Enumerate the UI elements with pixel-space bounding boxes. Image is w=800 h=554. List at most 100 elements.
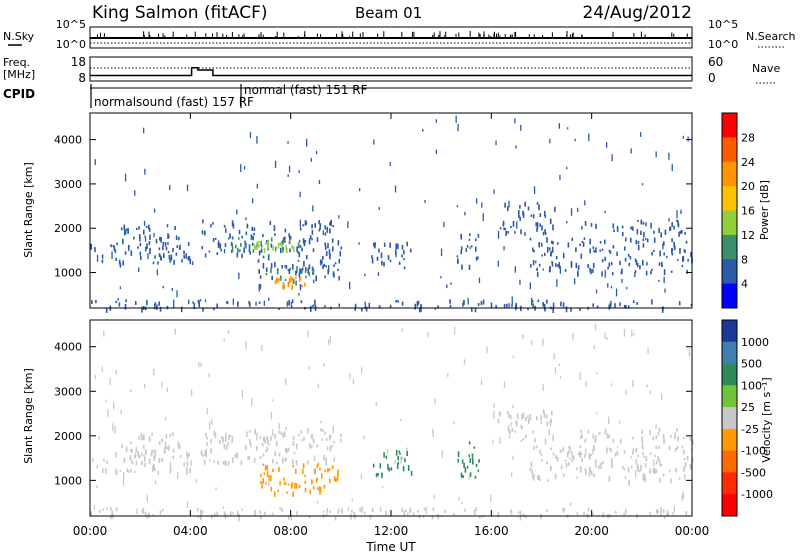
noise-cell bbox=[112, 423, 114, 432]
noise-cell bbox=[556, 279, 558, 287]
scatter-cell bbox=[417, 509, 419, 513]
scatter-cell bbox=[316, 464, 319, 469]
scatter-cell bbox=[338, 276, 340, 281]
scatter-cell bbox=[289, 248, 291, 253]
noise-cell bbox=[96, 254, 99, 262]
scatter-cell bbox=[295, 280, 297, 286]
scatter-cell bbox=[403, 511, 406, 516]
noise-cell bbox=[136, 508, 138, 515]
scatter-cell bbox=[682, 449, 685, 455]
scatter-cell bbox=[292, 464, 294, 468]
scatter-cell bbox=[514, 231, 516, 234]
scatter-cell bbox=[541, 459, 543, 462]
noise-cell bbox=[661, 393, 663, 401]
scatter-cell bbox=[364, 511, 366, 515]
scatter-cell bbox=[279, 481, 281, 486]
scatter-cell bbox=[121, 444, 123, 448]
noise-cell bbox=[236, 209, 238, 215]
scatter-cell bbox=[525, 417, 527, 422]
scatter-cell bbox=[669, 226, 672, 231]
noise-cell bbox=[604, 332, 606, 339]
noise-cell bbox=[328, 265, 330, 272]
scatter-cell bbox=[449, 299, 451, 304]
scatter-cell bbox=[251, 226, 254, 231]
scatter-cell bbox=[505, 230, 507, 236]
noise-cell bbox=[320, 420, 322, 424]
scatter-cell bbox=[385, 510, 387, 516]
colorbar-segment bbox=[722, 407, 737, 430]
scatter-cell bbox=[208, 250, 211, 253]
scatter-cell bbox=[225, 228, 227, 233]
scatter-cell bbox=[385, 455, 388, 459]
scatter-cell bbox=[581, 433, 583, 439]
scatter-cell bbox=[280, 276, 282, 281]
noise-cell bbox=[389, 162, 391, 167]
scatter-cell bbox=[256, 247, 258, 250]
noise-cell bbox=[252, 198, 254, 204]
scatter-cell bbox=[201, 230, 204, 235]
scatter-cell bbox=[657, 431, 659, 436]
scatter-cell bbox=[265, 272, 268, 276]
noise-cell bbox=[434, 398, 436, 405]
scatter-cell bbox=[673, 225, 675, 230]
scatter-cell bbox=[604, 428, 607, 435]
noise-cell bbox=[261, 345, 263, 352]
scatter-cell bbox=[261, 484, 263, 489]
noise-cell bbox=[604, 210, 606, 214]
noise-cell bbox=[611, 154, 613, 162]
scatter-cell bbox=[172, 455, 174, 460]
scatter-cell bbox=[301, 247, 303, 252]
scatter-cell bbox=[650, 270, 652, 275]
power-panel-frame bbox=[89, 112, 693, 309]
scatter-cell bbox=[219, 243, 222, 249]
scatter-cell bbox=[560, 301, 562, 307]
scatter-cell bbox=[285, 245, 287, 251]
scatter-cell bbox=[628, 479, 630, 486]
scatter-cell bbox=[623, 450, 626, 454]
scatter-cell bbox=[175, 235, 178, 240]
noise-cell bbox=[186, 501, 189, 509]
scatter-cell bbox=[287, 281, 290, 288]
scatter-cell bbox=[432, 507, 435, 512]
scatter-cell bbox=[621, 231, 624, 237]
scatter-cell bbox=[266, 466, 269, 470]
noise-cell bbox=[310, 157, 312, 162]
cpid-mode-2: normal (fast) 151 RF bbox=[244, 83, 368, 97]
scatter-cell bbox=[594, 435, 597, 439]
noise-cell bbox=[169, 462, 171, 467]
scatter-cell bbox=[663, 438, 665, 444]
scatter-cell bbox=[102, 468, 104, 473]
noise-cell bbox=[299, 191, 301, 198]
noise-cell bbox=[177, 441, 179, 448]
noise-cell bbox=[256, 136, 258, 144]
scatter-cell bbox=[245, 244, 247, 249]
scatter-cell bbox=[631, 450, 634, 455]
noise-cell bbox=[299, 284, 302, 291]
scatter-cell bbox=[620, 438, 622, 444]
noise-cell bbox=[119, 286, 121, 290]
scatter-cell bbox=[237, 247, 239, 254]
scatter-cell bbox=[546, 299, 548, 304]
scatter-cell bbox=[175, 252, 178, 256]
scatter-cell bbox=[298, 273, 301, 278]
scatter-cell bbox=[110, 507, 112, 511]
scatter-cell bbox=[119, 469, 122, 472]
scatter-cell bbox=[154, 302, 157, 305]
scatter-cell bbox=[300, 269, 302, 274]
noise-cell bbox=[492, 439, 494, 445]
scatter-cell bbox=[141, 435, 143, 441]
scatter-cell bbox=[566, 451, 569, 458]
scatter-cell bbox=[673, 241, 675, 248]
scatter-cell bbox=[239, 249, 241, 252]
noise-cell bbox=[579, 372, 581, 381]
scatter-cell bbox=[128, 244, 130, 249]
scatter-cell bbox=[294, 482, 296, 489]
scatter-cell bbox=[259, 456, 262, 460]
scatter-cell bbox=[569, 457, 571, 460]
scatter-cell bbox=[183, 462, 185, 467]
scatter-cell bbox=[245, 444, 247, 451]
scatter-cell bbox=[206, 442, 208, 446]
noise-cell bbox=[313, 468, 315, 474]
scatter-cell bbox=[595, 247, 597, 253]
